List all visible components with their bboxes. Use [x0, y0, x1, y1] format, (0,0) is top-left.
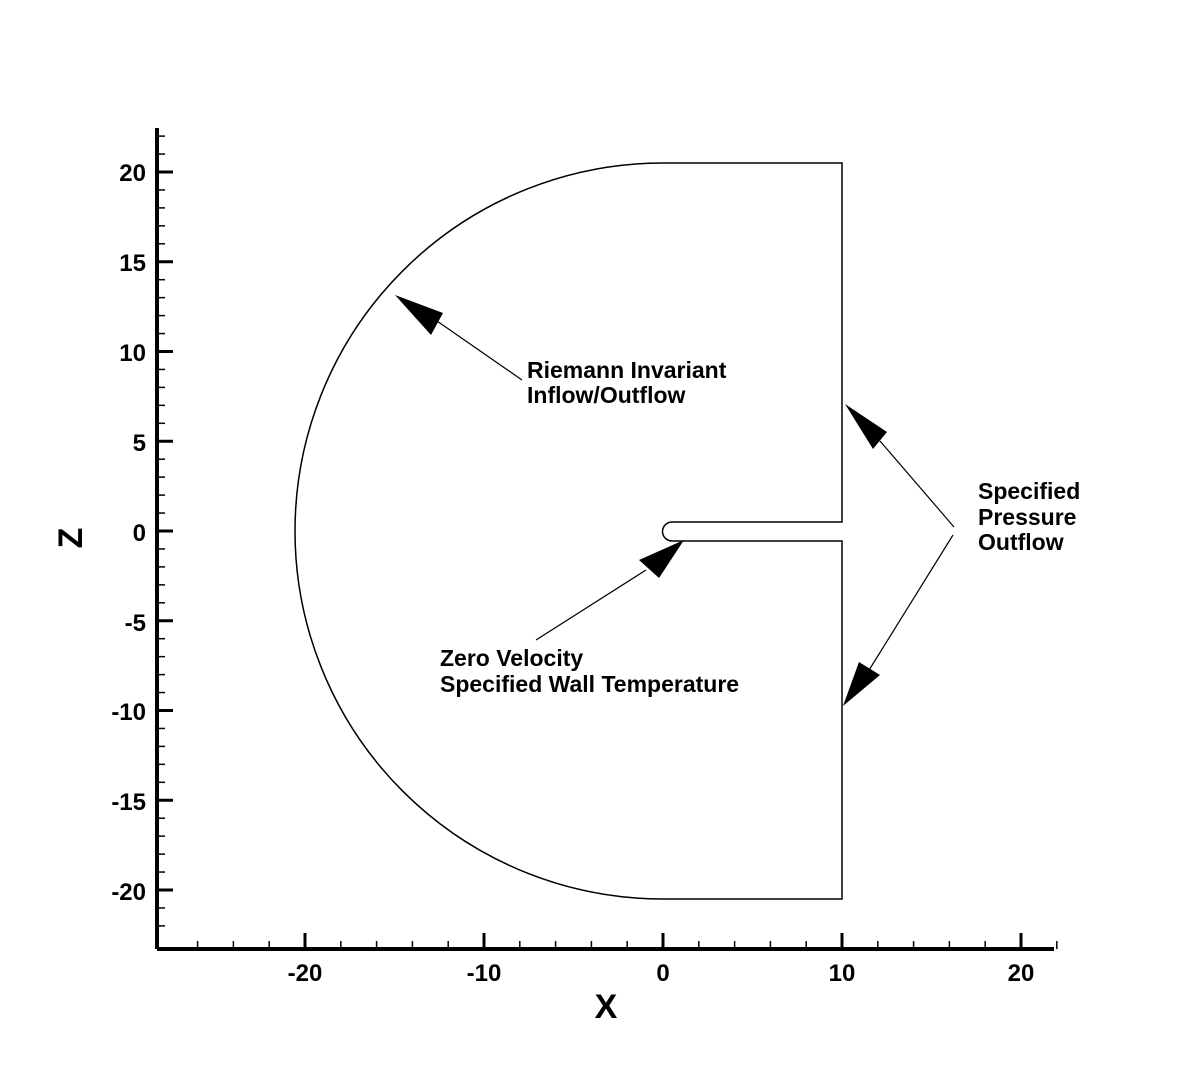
x-tick-label: 10	[829, 960, 856, 987]
annotation-riemann-line1: Riemann Invariant	[527, 357, 727, 383]
arrowhead-riemann	[395, 295, 443, 335]
x-axis-title: X	[595, 988, 618, 1026]
arrow-shaft-pressure-upper	[879, 440, 955, 528]
arrowhead-pressure-lower	[843, 662, 880, 706]
arrowhead-wall	[639, 540, 684, 578]
arrowhead-pressure-upper	[845, 404, 887, 449]
y-minor-ticks	[157, 135, 165, 927]
annotation-wall-line1: Zero Velocity	[440, 645, 583, 671]
y-tick-label: 15	[119, 250, 146, 277]
y-tick-label: -5	[125, 610, 146, 637]
annotation-riemann-line2: Inflow/Outflow	[527, 382, 686, 408]
x-tick-label: 0	[656, 960, 669, 987]
arrow-shaft-wall	[535, 569, 647, 641]
y-tick-label: -20	[111, 879, 146, 906]
annotation-arrows	[395, 295, 955, 706]
y-axis-title: Z	[52, 528, 90, 549]
annotation-pressure-line1: Specified	[978, 478, 1080, 504]
arrow-shaft-riemann	[436, 320, 523, 381]
y-tick-label: 0	[133, 520, 146, 547]
y-tick-label: -10	[111, 699, 146, 726]
y-tick-label: 5	[133, 430, 146, 457]
x-tick-label: -10	[467, 960, 502, 987]
annotation-wall-line2: Specified Wall Temperature	[440, 671, 739, 697]
y-tick-label: 20	[119, 160, 146, 187]
arrow-shaft-pressure-lower	[865, 534, 954, 676]
y-major-ticks	[157, 170, 173, 892]
x-major-ticks	[303, 933, 1023, 949]
axes	[155, 128, 1058, 951]
annotation-pressure-line2: Pressure	[978, 504, 1076, 530]
domain-boundary	[294, 162, 843, 900]
x-tick-labels: -20 -10 0 10 20	[288, 960, 1035, 987]
x-minor-ticks	[196, 941, 1058, 949]
annotation-pressure-line3: Outflow	[978, 529, 1064, 555]
y-tick-label: 10	[119, 340, 146, 367]
x-tick-label: -20	[288, 960, 323, 987]
x-tick-label: 20	[1008, 960, 1035, 987]
y-tick-labels: 20 15 10 5 0 -5 -10 -15 -20	[111, 160, 146, 906]
y-tick-label: -15	[111, 789, 146, 816]
